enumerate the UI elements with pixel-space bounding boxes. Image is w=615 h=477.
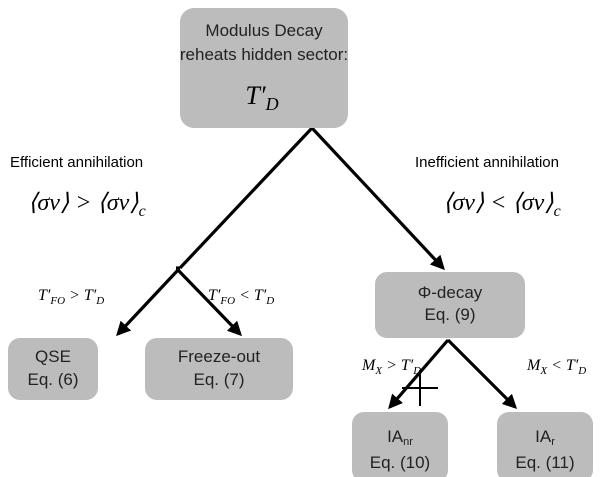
edge-condition: MX < T′D bbox=[526, 357, 586, 377]
node-text: Modulus Decay bbox=[205, 21, 323, 40]
math: M bbox=[361, 357, 377, 374]
edge-condition: ⟨σv⟩ < ⟨σv⟩c bbox=[443, 190, 561, 220]
node-text: QSE bbox=[35, 347, 71, 366]
edge bbox=[446, 338, 518, 410]
node-box bbox=[497, 412, 593, 477]
label-sub: r bbox=[551, 436, 555, 448]
math-sub: D bbox=[265, 94, 279, 114]
node-text: Eq. (11) bbox=[515, 453, 574, 472]
math: > T′ bbox=[382, 357, 414, 374]
edge-condition: T′FO < T′D bbox=[208, 287, 274, 307]
math: < T′ bbox=[235, 287, 267, 304]
edge-condition: ⟨σv⟩ > ⟨σv⟩c bbox=[28, 190, 146, 220]
math-sub: X bbox=[374, 365, 383, 377]
math-sub: FO bbox=[219, 295, 235, 307]
math-sub: c bbox=[554, 203, 561, 220]
node-text: IAnr bbox=[387, 427, 413, 448]
edge-label: Efficient annihilation bbox=[10, 154, 143, 171]
math-sub: X bbox=[539, 365, 548, 377]
node-text: Freeze-out bbox=[178, 347, 260, 366]
node-text: reheats hidden sector: bbox=[180, 45, 348, 64]
edge bbox=[116, 268, 180, 337]
math: M bbox=[526, 357, 542, 374]
edge-label: Inefficient annihilation bbox=[415, 154, 559, 171]
plus-sign bbox=[402, 370, 438, 406]
edge-condition: T′FO > T′D bbox=[38, 287, 104, 307]
math-sub: c bbox=[139, 203, 146, 220]
node-math: T′D bbox=[245, 81, 278, 114]
math: T′ bbox=[245, 81, 265, 110]
node-text: Φ-decay bbox=[418, 283, 483, 302]
node-box bbox=[8, 338, 98, 400]
math-sub: FO bbox=[49, 295, 65, 307]
math: ⟨σv⟩ < ⟨σv⟩ bbox=[443, 190, 554, 216]
math: < T′ bbox=[547, 357, 579, 374]
node-text: Eq. (6) bbox=[27, 370, 78, 389]
edge-condition: MX > T′D bbox=[361, 357, 421, 377]
math: > T′ bbox=[65, 287, 97, 304]
math-sub: D bbox=[577, 365, 586, 377]
node-box bbox=[375, 272, 525, 338]
math-sub: D bbox=[412, 365, 421, 377]
math: ⟨σv⟩ > ⟨σv⟩ bbox=[28, 190, 139, 216]
edge bbox=[176, 268, 243, 337]
node-box bbox=[180, 8, 348, 128]
node-text: Eq. (7) bbox=[193, 370, 244, 389]
edge bbox=[178, 126, 314, 270]
math-sub: D bbox=[265, 295, 274, 307]
math: T′ bbox=[208, 287, 221, 304]
label: IA bbox=[535, 427, 552, 446]
node-box bbox=[352, 412, 448, 477]
node-box bbox=[145, 338, 293, 400]
label: IA bbox=[387, 427, 404, 446]
node-text: Eq. (10) bbox=[370, 453, 430, 472]
node-text: Eq. (9) bbox=[424, 305, 475, 324]
edge bbox=[310, 126, 445, 271]
math: T′ bbox=[38, 287, 51, 304]
math-sub: D bbox=[95, 295, 104, 307]
label-sub: nr bbox=[403, 436, 413, 448]
node-text: IAr bbox=[535, 427, 555, 448]
